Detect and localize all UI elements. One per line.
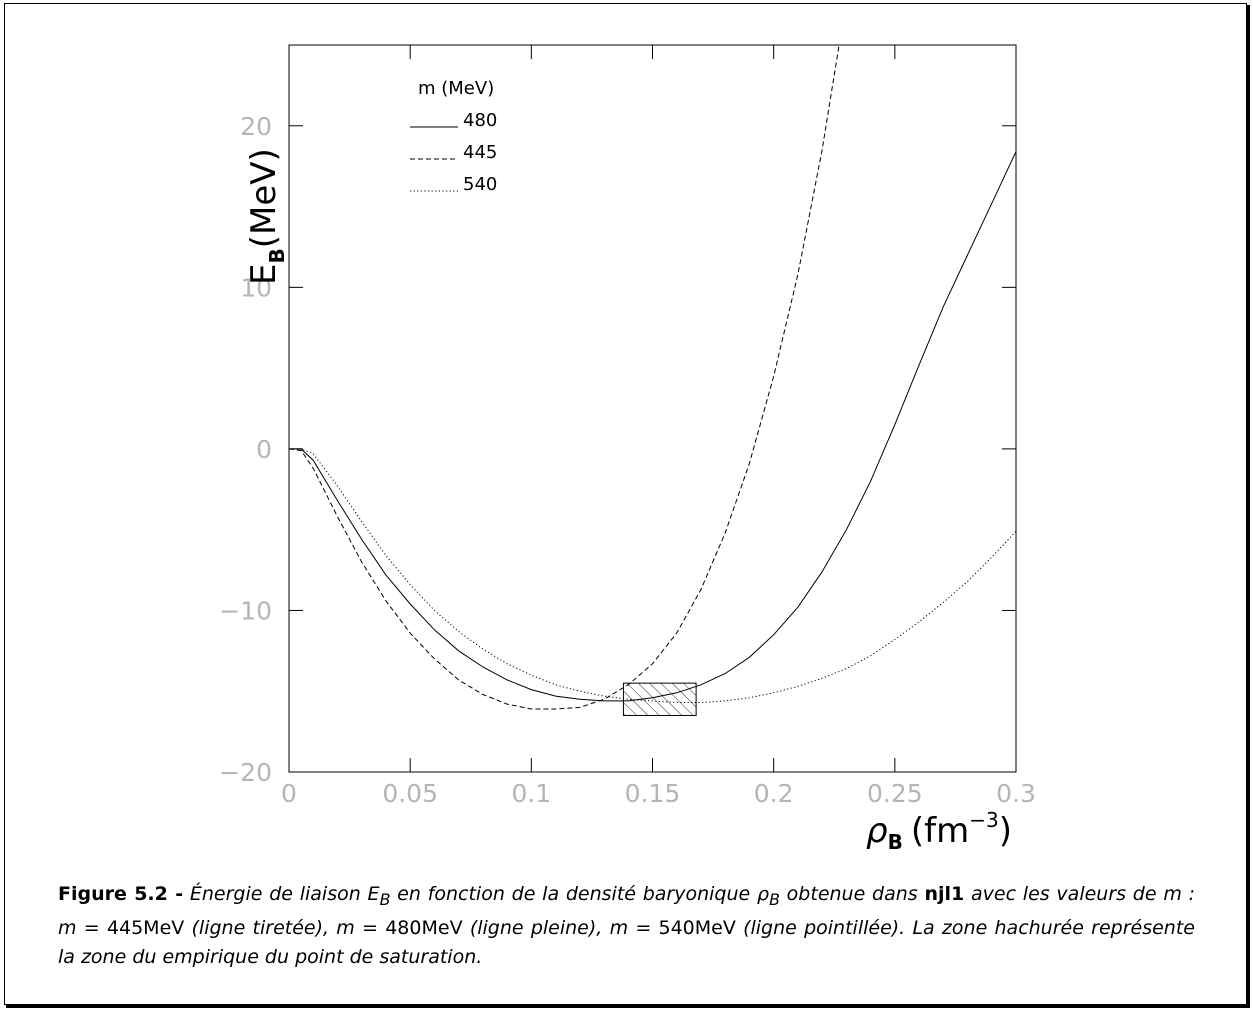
y-tick-label: 10 <box>240 273 272 302</box>
figure-frame <box>4 3 1247 1005</box>
svg-text:ρB(fm−3): ρB (fm−3) <box>866 808 1012 854</box>
svg-text:EB(MeV): EB(MeV) <box>244 148 289 285</box>
legend-label-540: 540 <box>463 174 497 195</box>
frame-shadow-bottom <box>6 1005 1250 1008</box>
y-tick-label: 20 <box>240 112 272 141</box>
caption-model-name: njl1 <box>924 883 965 905</box>
x-tick-label: 0.2 <box>754 779 794 808</box>
caption-text-10: (ligne pointillée). La zone hachurée rep… <box>58 916 1195 968</box>
x-tick-label: 0.3 <box>996 779 1036 808</box>
caption-text-8: (ligne pleine), <box>462 916 610 939</box>
y-tick-label: −10 <box>219 596 272 625</box>
caption-text-2: en fonction de la densité baryonique <box>390 883 757 905</box>
series-line-445 <box>288 44 840 710</box>
x-axis-title: ρB (fm−3) <box>866 808 1012 854</box>
caption-text-1: Énergie de liaison <box>183 883 368 905</box>
y-tick-label: 0 <box>256 435 272 464</box>
saturation-box <box>622 682 697 716</box>
x-axis-title-exp: −3 <box>969 808 998 832</box>
caption-text-9: m = <box>609 916 659 939</box>
series-line-480 <box>289 151 1017 702</box>
x-tick-label: 0 <box>281 779 297 808</box>
legend-title: m (MeV) <box>418 78 494 99</box>
y-tick-label: −20 <box>219 758 272 787</box>
axes: 0 0.05 0.1 0.15 0.2 0.25 0.3 −20 −10 0 10 20 <box>219 44 1036 808</box>
binding-energy-chart: 0 0.05 0.1 0.15 0.2 0.25 0.3 −20 −10 0 10 20 m (MeV… <box>219 44 1036 854</box>
frame-shadow-right <box>1247 5 1250 1007</box>
saturation-zone <box>622 682 697 716</box>
caption-label: Figure 5.2 - <box>58 883 184 905</box>
legend-label-445: 445 <box>463 142 497 163</box>
caption-value-480: 480MeV <box>385 916 463 939</box>
x-axis-title-sub: B <box>888 830 903 854</box>
x-tick-label: 0.05 <box>382 779 438 808</box>
x-tick-label: 0.15 <box>625 779 681 808</box>
x-axis-title-var: ρ <box>866 811 888 851</box>
data-series <box>288 44 1017 710</box>
x-axis-title-close: ) <box>999 811 1012 851</box>
caption-text-6: (ligne tiretée), <box>184 916 337 939</box>
caption-text-4: avec les valeurs de <box>964 883 1164 905</box>
y-axis-title-unit: (MeV) <box>244 148 284 248</box>
y-axis-title-var: E <box>244 264 284 285</box>
x-axis-title-unit: (fm <box>911 811 969 851</box>
caption-symbol-rho: ρ <box>757 883 770 905</box>
legend-label-480: 480 <box>463 110 497 131</box>
caption-symbol-e-sub: B <box>379 889 391 909</box>
y-axis-title: EB(MeV) <box>244 148 289 285</box>
figure-caption: Figure 5.2 - Énergie de liaison EB en fo… <box>58 880 1195 972</box>
caption-value-540: 540MeV <box>658 916 736 939</box>
x-tick-label: 0.25 <box>867 779 923 808</box>
y-axis-title-sub: B <box>265 248 289 263</box>
legend: m (MeV) 480 445 540 <box>410 78 497 195</box>
caption-symbol-rho-sub: B <box>769 889 780 909</box>
caption-value-445: 445MeV <box>106 916 185 939</box>
plot-frame <box>288 44 1017 773</box>
caption-text-7: m = <box>336 916 386 939</box>
x-tick-label: 0.1 <box>511 779 551 808</box>
caption-text-5: m : m = <box>58 883 1196 939</box>
caption-text-3: obtenue dans <box>779 883 925 905</box>
caption-symbol-e: E <box>367 883 380 905</box>
